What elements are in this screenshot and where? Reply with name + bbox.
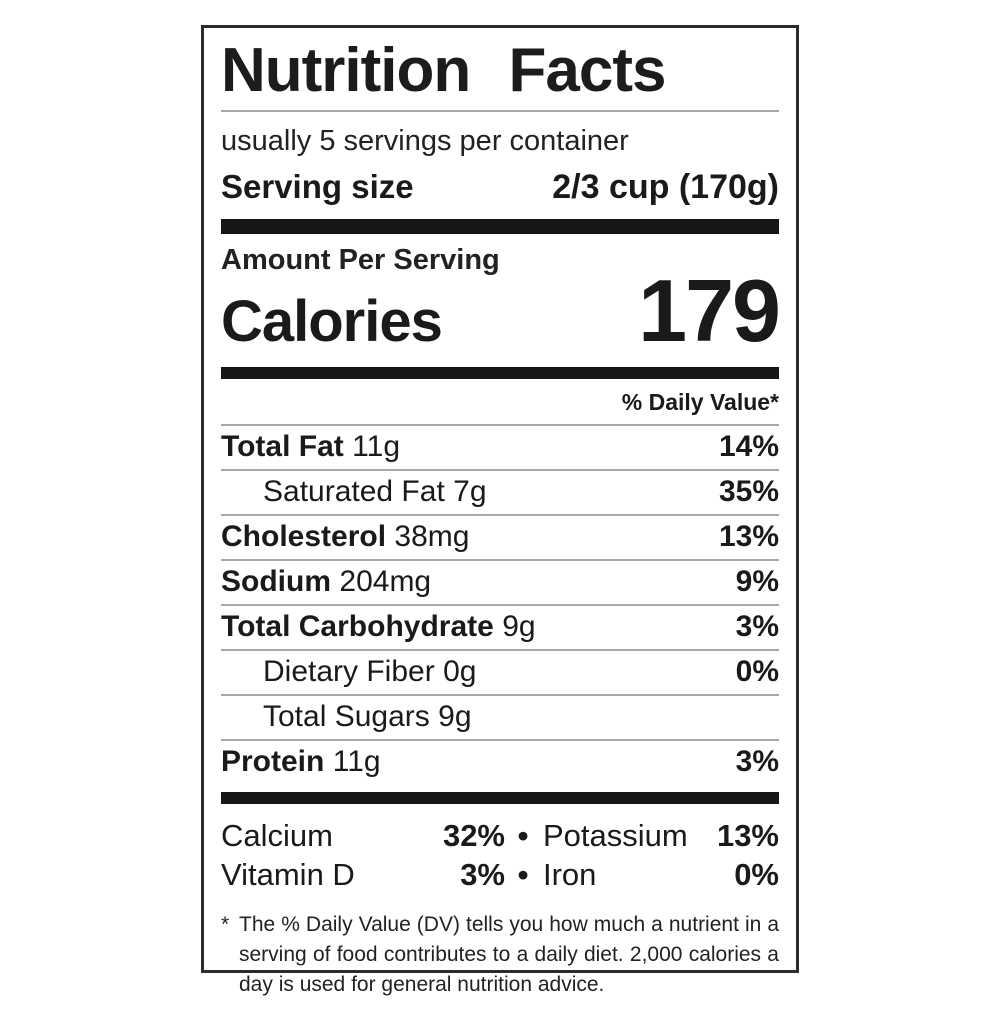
nutrient-name: Saturated Fat bbox=[263, 475, 445, 508]
nutrient-name: Cholesterol bbox=[221, 520, 387, 553]
nutrient-amount: 9g bbox=[502, 610, 536, 643]
nutrient-dv: 3% bbox=[735, 610, 779, 643]
nutrient-name: Total Carbohydrate bbox=[221, 610, 494, 643]
nutrient-row-total-fat: Total Fat 11g 14% bbox=[221, 424, 779, 469]
nutrient-name: Protein bbox=[221, 745, 325, 778]
thick-divider-calories bbox=[221, 367, 779, 379]
nutrient-text: Total Sugars 9g bbox=[263, 701, 472, 733]
bullet-separator: • bbox=[517, 857, 529, 892]
nutrient-amount: 38mg bbox=[394, 520, 470, 553]
footnote-text: The % Daily Value (DV) tells you how muc… bbox=[239, 913, 779, 996]
micronutrient-row-1: Calcium 32% • Potassium 13% bbox=[221, 816, 779, 855]
nutrient-text: Saturated Fat 7g bbox=[263, 476, 487, 508]
calories-label: Calories bbox=[221, 289, 443, 354]
nutrient-text: Dietary Fiber 0g bbox=[263, 656, 476, 688]
nutrient-amount: 11g bbox=[352, 430, 400, 463]
bullet-separator: • bbox=[517, 818, 529, 853]
nutrient-row-total-carbohydrate: Total Carbohydrate 9g 3% bbox=[221, 604, 779, 649]
micronutrient-section: Calcium 32% • Potassium 13% Vitamin D 3%… bbox=[221, 816, 779, 894]
micronutrient-name: Potassium bbox=[543, 818, 688, 853]
thick-divider-top bbox=[221, 219, 779, 234]
micronutrient-name: Iron bbox=[543, 857, 597, 892]
nutrient-name: Dietary Fiber bbox=[263, 655, 435, 688]
nutrient-row-protein: Protein 11g 3% bbox=[221, 739, 779, 784]
micronutrient-name: Calcium bbox=[221, 818, 333, 853]
nutrient-amount: 11g bbox=[332, 745, 381, 778]
serving-size-value: 2/3 cup (170g) bbox=[552, 168, 779, 206]
nutrient-name: Total Fat bbox=[221, 430, 344, 463]
daily-value-header: % Daily Value* bbox=[621, 389, 779, 415]
nutrient-row-dietary-fiber: Dietary Fiber 0g 0% bbox=[221, 649, 779, 694]
nutrient-text: Total Carbohydrate 9g bbox=[221, 611, 536, 643]
micronutrient-name: Vitamin D bbox=[221, 857, 355, 892]
nutrient-dv: 9% bbox=[735, 565, 779, 598]
nutrient-dv: 13% bbox=[718, 520, 779, 553]
nutrient-text: Protein 11g bbox=[221, 746, 381, 778]
footnote-marker: * bbox=[221, 913, 230, 936]
thick-divider-bottom bbox=[221, 792, 779, 804]
nutrient-row-cholesterol: Cholesterol 38mg 13% bbox=[221, 514, 779, 559]
calories-value: 179 bbox=[638, 261, 781, 360]
nutrient-text: Total Fat 11g bbox=[221, 431, 400, 463]
title-divider bbox=[221, 110, 779, 112]
nutrient-name: Total Sugars bbox=[263, 700, 430, 733]
amount-per-serving-label: Amount Per Serving bbox=[221, 244, 500, 276]
micronutrient-dv: 32% bbox=[442, 818, 505, 853]
serving-size-row: Serving size 2/3 cup (170g) bbox=[221, 168, 779, 207]
nutrient-dv: 14% bbox=[718, 430, 779, 463]
nutrient-amount: 204mg bbox=[339, 565, 432, 598]
nutrient-amount: 0g bbox=[443, 655, 477, 688]
nutrient-amount: 9g bbox=[438, 700, 472, 733]
nutrient-dv: 0% bbox=[735, 655, 779, 688]
nutrition-label: Nutrition Facts usually 5 servings per c… bbox=[201, 25, 799, 996]
micronutrient-dv: 0% bbox=[734, 857, 779, 892]
serving-size-label: Serving size bbox=[221, 168, 414, 205]
label-title: Nutrition Facts bbox=[221, 36, 666, 105]
nutrient-row-sodium: Sodium 204mg 9% bbox=[221, 559, 779, 604]
micronutrient-dv: 3% bbox=[460, 857, 505, 892]
nutrient-amount: 7g bbox=[453, 475, 487, 508]
nutrient-text: Sodium 204mg bbox=[221, 566, 431, 598]
micronutrient-row-2: Vitamin D 3% • Iron 0% bbox=[221, 855, 779, 894]
nutrient-name: Sodium bbox=[221, 565, 331, 598]
calories-row: Calories 179 bbox=[221, 261, 781, 360]
micronutrient-dv: 13% bbox=[716, 818, 779, 853]
nutrient-dv: 35% bbox=[718, 475, 779, 508]
nutrient-text: Cholesterol 38mg bbox=[221, 521, 469, 553]
footnote: * The % Daily Value (DV) tells you how m… bbox=[221, 910, 779, 1000]
nutrient-dv: 3% bbox=[735, 745, 779, 778]
nutrient-row-total-sugars: Total Sugars 9g bbox=[221, 694, 779, 739]
nutrient-row-saturated-fat: Saturated Fat 7g 35% bbox=[221, 469, 779, 514]
servings-per-container: usually 5 servings per container bbox=[221, 125, 629, 157]
